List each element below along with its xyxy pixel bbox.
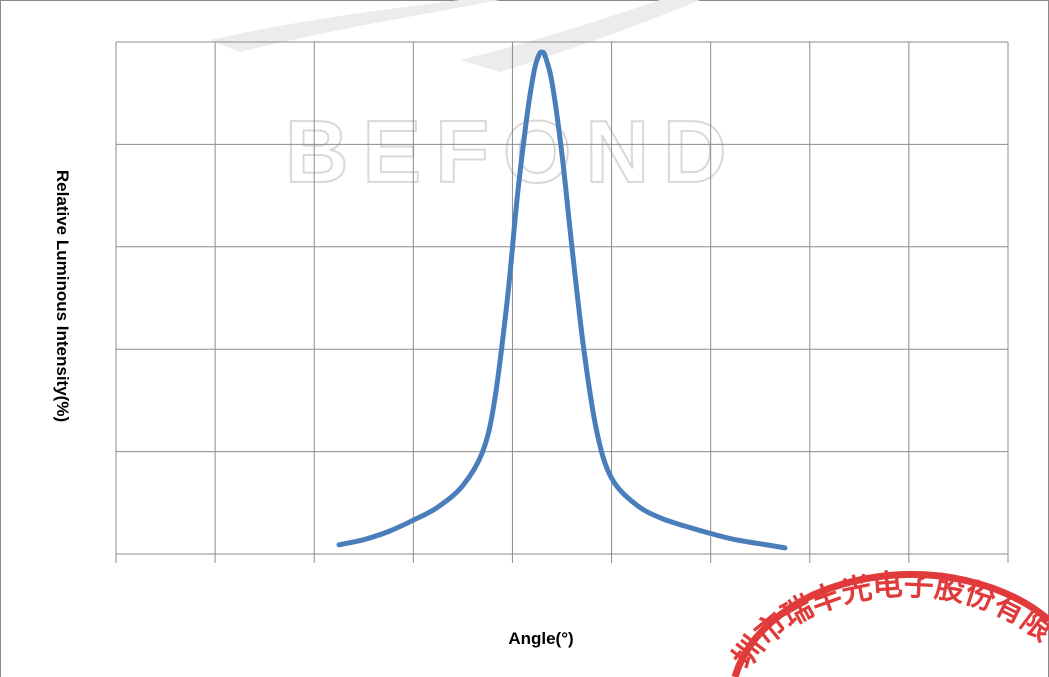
watermark-logo: BEFOND [285,102,741,201]
y-axis-label: Relative Luminous Intensity(%) [53,170,72,422]
series-line [336,49,788,551]
series-group [336,49,788,551]
chart-grid [115,41,1009,563]
watermark-swoosh [210,0,700,72]
x-axis-label: Angle(°) [508,629,573,648]
